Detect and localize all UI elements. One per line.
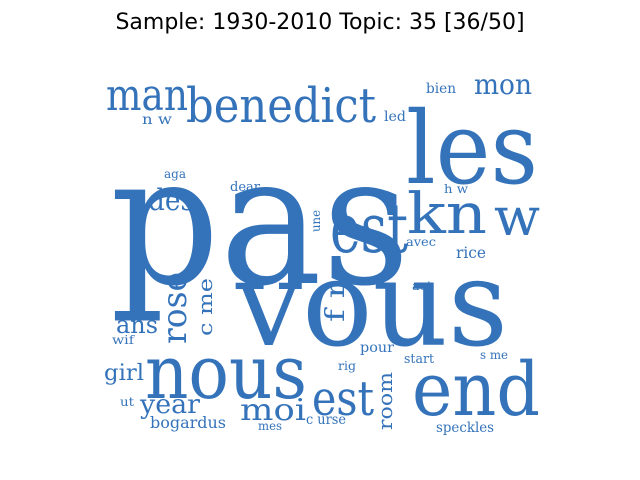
word-des: des: [148, 183, 194, 218]
word-start: start: [404, 352, 435, 367]
word-les: les: [406, 90, 538, 207]
word-nous: nous: [145, 330, 307, 416]
word-mon: mon: [474, 68, 532, 101]
word-vous: vous: [235, 235, 508, 374]
figure-title: Sample: 1930-2010 Topic: 35 [36/50]: [115, 10, 525, 35]
word-aga: aga: [164, 167, 186, 181]
word-n-w: n w: [142, 112, 172, 128]
word-end: end: [412, 347, 540, 433]
word-pour: pour: [360, 340, 394, 356]
word-moi: moi: [240, 393, 306, 428]
word-room: room: [373, 372, 397, 430]
word-man: man: [106, 70, 188, 121]
word-c-urse: c urse: [306, 412, 346, 428]
word-est-lower: est: [312, 371, 374, 427]
word-w: w: [494, 188, 540, 248]
word-led: led: [384, 109, 406, 125]
word-speckles: speckles: [436, 420, 494, 436]
word-act: act: [412, 279, 432, 293]
word-est-upper: est: [330, 190, 408, 269]
word-ans: ans: [116, 311, 158, 339]
word-f-r: f r: [321, 281, 351, 322]
word-bien: bien: [426, 81, 456, 97]
word-wif: wif: [112, 333, 136, 347]
word-mes: mes: [258, 419, 282, 433]
word-bogardus: bogardus: [150, 413, 226, 432]
word-dear: dear: [230, 180, 261, 195]
word-year: year: [139, 390, 201, 420]
word-benedict: benedict: [186, 78, 376, 134]
word-une: une: [309, 210, 323, 232]
word-pas: pas: [110, 117, 410, 326]
word-avec: avec: [406, 235, 436, 249]
word-kn: kn: [407, 182, 487, 247]
word-c-me: c me: [193, 278, 217, 336]
word-h-w: h w: [444, 182, 469, 196]
word-s-me: s me: [480, 348, 508, 362]
word-girl: girl: [104, 361, 144, 386]
word-rice: rice: [456, 243, 486, 262]
word-rose: rose: [155, 272, 195, 344]
word-rig: rig: [338, 359, 356, 373]
word-ut: ut: [120, 395, 134, 409]
